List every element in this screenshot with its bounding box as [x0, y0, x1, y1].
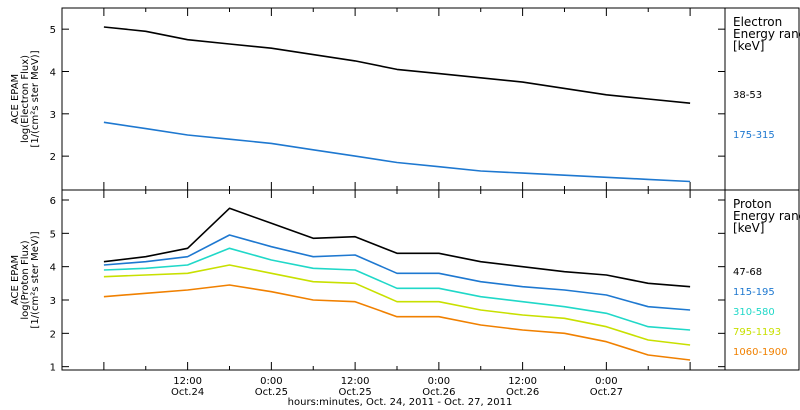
y-tick-label: 3	[50, 296, 56, 307]
series-line-1060-1900	[103, 284, 691, 361]
proton-panel: 1 2 3 4 5 6 ACE EPAM log(Proton Flux) [1/(cm²s s…	[10, 190, 800, 398]
y-axis-title-line: log(Electron Flux)	[20, 55, 31, 143]
y-tick-label: 6	[50, 196, 56, 207]
series-line-115-195	[103, 234, 691, 311]
legend-title-line: Energy range	[733, 209, 800, 223]
y-tick-label: 2	[50, 152, 56, 163]
legend-item-1060-1900: 1060-1900	[733, 347, 788, 358]
y-tick-label: 5	[50, 25, 56, 36]
y-tick-label: 2	[50, 329, 56, 340]
x-tick-date-label: Oct.27	[590, 387, 623, 398]
legend-title-line: Proton	[733, 197, 772, 211]
y-axis-title-line: [1/(cm²s ster MeV)]	[30, 231, 41, 328]
x-tick-time-label: 0:00	[428, 376, 450, 387]
x-tick-date-label: Oct.26	[506, 387, 539, 398]
legend-item-47-68: 47-68	[733, 267, 762, 278]
series-line-175-315	[103, 121, 691, 183]
x-tick-time-label: 0:00	[260, 376, 282, 387]
legend-item-38-53: 38-53	[733, 90, 762, 101]
x-tick-date-label: Oct.24	[171, 387, 204, 398]
x-tick-date-label: Oct.26	[422, 387, 455, 398]
legend-title-line: [keV]	[733, 39, 764, 53]
x-tick-time-label: 12:00	[508, 376, 537, 387]
y-tick-label: 4	[50, 67, 56, 78]
x-tick-time-label: 12:00	[173, 376, 202, 387]
figure-frame	[61, 7, 800, 371]
y-tick-label: 4	[50, 263, 56, 274]
series-line-795-1193	[103, 264, 691, 346]
legend-title-line: Electron	[733, 15, 782, 29]
legend-item-310-580: 310-580	[733, 307, 775, 318]
y-tick-label: 5	[50, 229, 56, 240]
series-line-310-580	[103, 247, 691, 331]
x-tick-time-label: 12:00	[341, 376, 370, 387]
x-axis-title: hours:minutes, Oct. 24, 2011 - Oct. 27, …	[288, 397, 513, 408]
legend-item-795-1193: 795-1193	[733, 327, 781, 338]
y-axis-title-line: ACE EPAM	[10, 74, 21, 124]
y-axis-title-line: log(Proton Flux)	[20, 240, 31, 319]
legend-title-line: [keV]	[733, 221, 764, 235]
series-line-47-68	[103, 207, 691, 288]
x-tick-date-label: Oct.25	[255, 387, 288, 398]
x-tick-time-label: 0:00	[595, 376, 617, 387]
series-line-38-53	[103, 26, 691, 104]
legend-title-line: Energy range	[733, 27, 800, 41]
y-tick-label: 1	[50, 363, 56, 374]
legend-item-175-315: 175-315	[733, 130, 775, 141]
y-axis-title-line: ACE EPAM	[10, 255, 21, 305]
y-axis-title-line: [1/(cm²s ster MeV)]	[30, 50, 41, 147]
legend-item-115-195: 115-195	[733, 287, 775, 298]
y-tick-label: 3	[50, 110, 56, 121]
x-tick-date-label: Oct.25	[339, 387, 372, 398]
